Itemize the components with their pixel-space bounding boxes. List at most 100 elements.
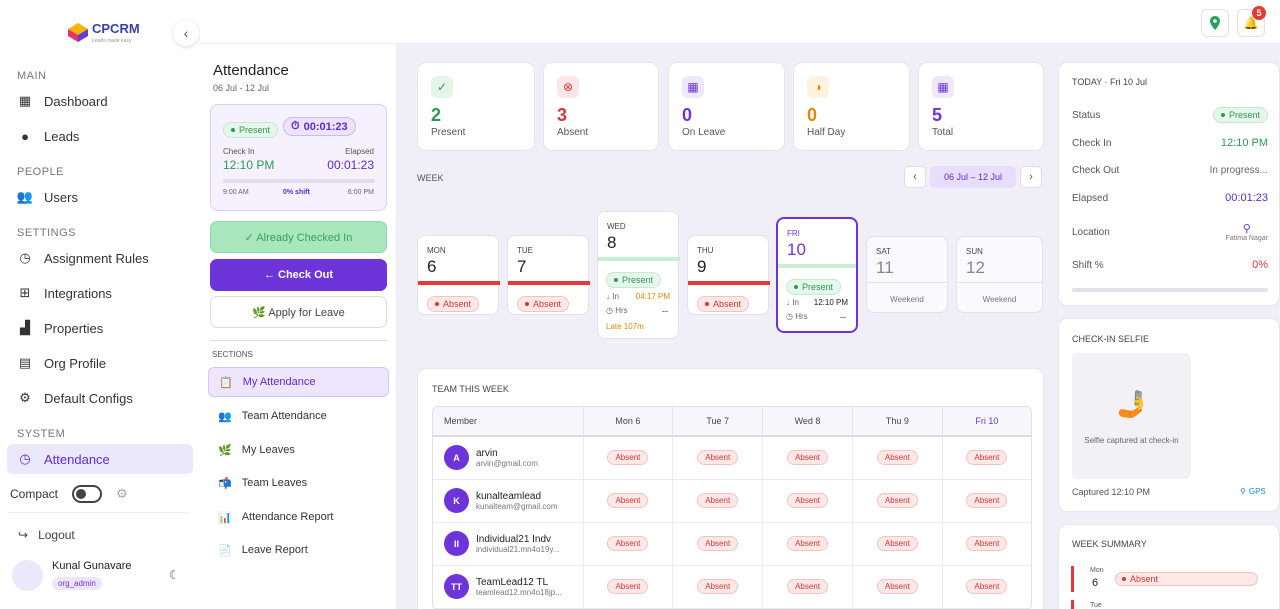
map-pin-icon bbox=[1210, 16, 1220, 30]
status-badge: Absent bbox=[607, 579, 649, 594]
nav-label: Properties bbox=[44, 320, 104, 336]
selfie-captured: Captured 12:10 PM bbox=[1072, 487, 1151, 497]
status-badge: Absent bbox=[697, 450, 739, 466]
day-name: SAT bbox=[876, 247, 891, 256]
today-checkout-row: Check Out In progress... bbox=[1072, 165, 1268, 176]
day-date: 9 bbox=[697, 257, 707, 276]
day-card-wed[interactable]: WED 8 Present ↓ In 04:17 PM ◷ Hrs -- Lat… bbox=[597, 211, 680, 339]
nav-properties[interactable]: ▟ Properties bbox=[0, 314, 193, 342]
table-row[interactable]: TT TeamLead12 TL teamlead12.mn4o18jp... Ab… bbox=[433, 565, 1031, 609]
brand-logo[interactable]: CPCRM Leads made easy bbox=[66, 20, 140, 44]
prev-week-button[interactable]: ‹ bbox=[904, 166, 926, 188]
chevron-right-icon: › bbox=[1029, 171, 1033, 183]
compact-toggle[interactable] bbox=[72, 485, 103, 503]
nav-leads[interactable]: ● Leads bbox=[0, 122, 193, 150]
nav-integrations[interactable]: ⊞ Integrations bbox=[0, 279, 193, 307]
status-label: Absent bbox=[533, 299, 562, 309]
page-title: Attendance bbox=[213, 62, 289, 79]
member-name: TeamLead12 TL bbox=[476, 576, 549, 588]
page-subtitle: 06 Jul - 12 Jul bbox=[213, 83, 270, 93]
day-card-thu[interactable]: THU 9 Absent bbox=[687, 235, 770, 315]
today-panel bbox=[1058, 62, 1280, 306]
stat-label: Present bbox=[431, 127, 466, 138]
day-card-fri[interactable]: FRI 10 Present ↓ In 12:10 PM ◷ Hrs -- bbox=[776, 217, 858, 333]
collapse-sidebar-button[interactable]: ‹ bbox=[173, 20, 199, 46]
section-label: Leave Report bbox=[241, 544, 308, 556]
day-date: 6 bbox=[427, 257, 437, 276]
absent-bar bbox=[1071, 566, 1074, 592]
day-card-sun[interactable]: SUN 12 Weekend bbox=[956, 236, 1043, 313]
clock-icon: ◷ bbox=[19, 250, 31, 265]
status-badge: Absent bbox=[966, 536, 1008, 551]
x-circle-icon: ⊗ bbox=[557, 76, 579, 98]
sidebar: CPCRM Leads made easy ‹ MAIN ▦ Dashboard … bbox=[0, 0, 200, 609]
bell-icon: 🔔 bbox=[1243, 16, 1259, 30]
weekend-label: Weekend bbox=[890, 295, 924, 304]
weekend-label: Weekend bbox=[982, 295, 1017, 304]
week-range[interactable]: 06 Jul – 12 Jul bbox=[930, 166, 1016, 188]
next-week-button[interactable]: › bbox=[1020, 166, 1042, 188]
stat-value: 0 bbox=[682, 105, 693, 125]
notifications-button[interactable]: 🔔 5 bbox=[1237, 6, 1266, 37]
person-icon: ● bbox=[21, 128, 29, 144]
user-role-badge: org_admin bbox=[52, 577, 102, 590]
location-button[interactable] bbox=[1201, 9, 1229, 37]
member-email: individual21.mn4o19y... bbox=[476, 544, 560, 554]
sections-label: SECTIONS bbox=[212, 350, 253, 359]
day-card-tue[interactable]: TUE 7 Absent bbox=[507, 235, 590, 315]
check-circle-icon: ✓ bbox=[431, 76, 453, 98]
day-card-sat[interactable]: SAT 11 Weekend bbox=[866, 236, 948, 313]
gps-label: GPS bbox=[1248, 487, 1266, 496]
hrs-label: ◷ Hrs bbox=[606, 306, 628, 315]
table-row[interactable]: II Individual21 Indv individual21.mn4o19y.… bbox=[433, 522, 1031, 566]
logout-label: Logout bbox=[38, 528, 75, 542]
apply-leave-button[interactable]: 🌿 Apply for Leave bbox=[210, 296, 387, 328]
section-team-attendance[interactable]: 👥 Team Attendance bbox=[208, 401, 389, 431]
already-checked-in-button[interactable]: ✓ Already Checked In bbox=[210, 221, 387, 253]
logout-icon: ↪ bbox=[18, 528, 29, 542]
nav-assignment-rules[interactable]: ◷ Assignment Rules bbox=[0, 244, 193, 272]
topbar: 🔔 5 bbox=[200, 0, 1280, 44]
document-icon: 📄 bbox=[218, 544, 232, 557]
moon-icon[interactable]: ☾ bbox=[169, 568, 180, 582]
status-pill: Present bbox=[223, 119, 279, 138]
logout-button[interactable]: ↪ Logout bbox=[18, 528, 75, 542]
elapsed-time: 00:01:23 bbox=[327, 158, 374, 172]
team-week-panel: TEAM THIS WEEK Member Mon 6 Tue 7 Wed 8 … bbox=[417, 368, 1044, 609]
avatar: K bbox=[444, 488, 469, 513]
nav-default-configs[interactable]: ⚙ Default Configs bbox=[0, 384, 193, 412]
gear-icon[interactable]: ⚙ bbox=[116, 486, 128, 501]
map-pin-icon: ⚲ bbox=[1240, 487, 1246, 496]
nav-dashboard[interactable]: ▦ Dashboard bbox=[0, 87, 193, 115]
day-card-mon[interactable]: MON 6 Absent bbox=[417, 235, 500, 315]
section-leave-report[interactable]: 📄 Leave Report bbox=[208, 535, 389, 565]
check-in-time: 12:10 PM bbox=[223, 158, 275, 172]
status-badge: Absent bbox=[697, 536, 739, 551]
row-label: Shift % bbox=[1072, 259, 1104, 271]
selfie-image[interactable]: 🤳 Selfie captured at check-in bbox=[1072, 353, 1191, 479]
section-attendance-report[interactable]: 📊 Attendance Report bbox=[208, 502, 389, 532]
status-pill-label: Present bbox=[239, 125, 271, 135]
nav-org-profile[interactable]: ▤ Org Profile bbox=[0, 349, 193, 377]
dashboard-icon: ▦ bbox=[18, 93, 32, 108]
nav-attendance[interactable]: ◷ Attendance bbox=[7, 444, 193, 474]
section-my-attendance[interactable]: 📋 My Attendance bbox=[208, 367, 389, 397]
avatar[interactable] bbox=[12, 560, 43, 591]
row-value: 0% bbox=[1252, 259, 1268, 271]
week-summary-title: WEEK SUMMARY bbox=[1072, 539, 1147, 549]
today-location-row: Location ⚲ Fatima Nagar bbox=[1072, 220, 1268, 244]
shift-progress-bar bbox=[223, 179, 375, 183]
calendar-icon: ▦ bbox=[932, 76, 954, 98]
nav-users[interactable]: 👥 Users bbox=[0, 183, 193, 211]
section-my-leaves[interactable]: 🌿 My Leaves bbox=[208, 435, 389, 465]
check-out-button[interactable]: ← Check Out bbox=[210, 259, 387, 291]
member-email: arvin@gmail.com bbox=[476, 458, 538, 468]
member-name: Individual21 Indv bbox=[476, 533, 552, 545]
section-label: My Leaves bbox=[241, 444, 295, 456]
section-team-leaves[interactable]: 📬 Team Leaves bbox=[208, 468, 389, 498]
today-shift-bar bbox=[1072, 288, 1268, 292]
status-label: Absent bbox=[443, 299, 472, 309]
absent-bar bbox=[688, 281, 770, 285]
